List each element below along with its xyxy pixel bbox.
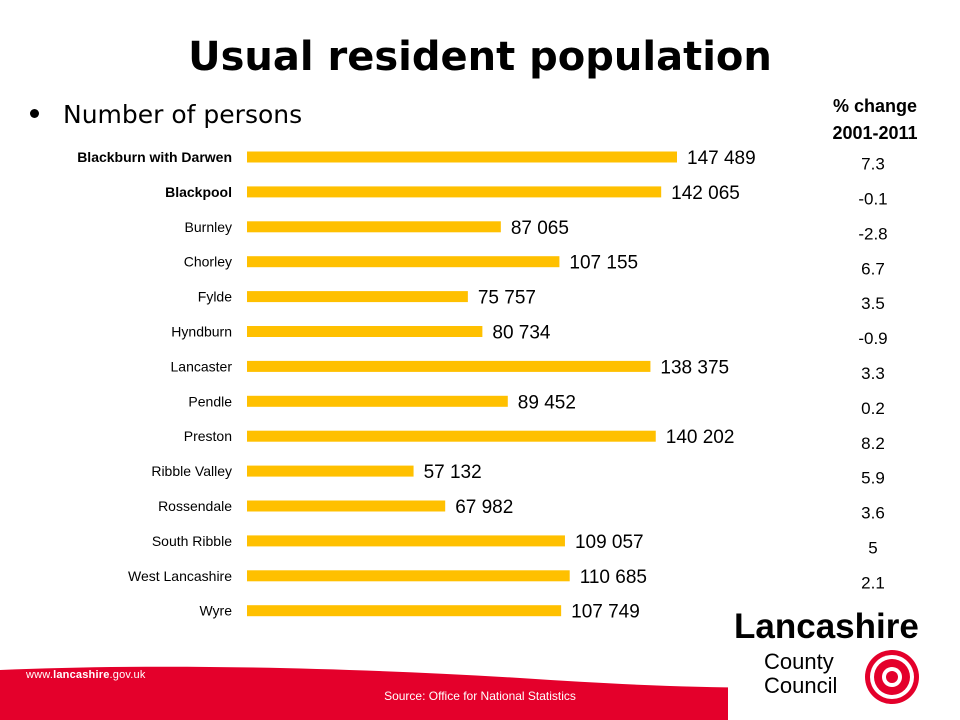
category-label: South Ribble [152,533,232,549]
footer-url-suffix: .gov.uk [109,669,146,681]
bar-value-label: 107 155 [569,253,638,274]
pct-change-value: 7.3 [861,155,885,174]
bar [247,326,483,337]
bar-value-label: 75 757 [478,288,536,309]
category-label: Rossendale [158,498,232,514]
bar-value-label: 87 065 [511,218,569,239]
bar [247,151,677,163]
pct-change-value: -0.1 [858,189,887,208]
pct-change-header-line2: 2001-2011 [832,123,918,143]
population-bar-chart: Blackburn with Darwen 147 489 7.3 Blackpool… [77,148,887,620]
category-label: Hyndburn [171,324,232,340]
pct-change-value: 3.6 [861,504,885,523]
subtitle-text: Number of persons [63,100,303,129]
pct-change-value: 5.9 [861,469,885,488]
pct-change-header: % change 2001-2011 [800,93,950,147]
logo-background [728,604,960,720]
pct-change-value: -2.8 [858,224,887,243]
category-label: Pendle [188,393,232,409]
category-label: Fylde [198,289,232,305]
bar [247,570,570,582]
pct-change-value: 5 [868,538,877,557]
bar-value-label: 147 489 [687,148,756,169]
category-label: Blackburn with Darwen [77,149,232,165]
bar-value-label: 138 375 [660,357,729,378]
bar [247,256,560,268]
pct-change-value: 3.3 [861,364,885,383]
lancashire-logo: Lancashire County Council [728,604,960,720]
footer-swoosh [0,666,960,720]
bar [247,360,651,372]
category-label: Chorley [184,254,232,270]
category-label: Lancaster [171,358,233,374]
pct-change-header-line1: % change [832,96,918,116]
pct-change-value: 0.2 [861,399,885,418]
bar-value-label: 109 057 [575,532,644,553]
category-label: Blackpool [165,184,232,200]
pct-change-value: 8.2 [861,434,885,453]
bar [247,221,501,233]
source-note: Source: Office for National Statistics [384,689,576,703]
bar-value-label: 80 734 [492,323,551,344]
bar [247,535,565,547]
bar [247,430,656,442]
category-label: Burnley [185,219,232,235]
footer-url[interactable]: www.lancashire.gov.uk [26,669,146,681]
bar-value-label: 67 982 [455,497,513,518]
pct-change-value: 3.5 [861,294,885,313]
bar [247,291,468,303]
bar-value-label: 57 132 [424,462,482,483]
logo-text-council: Council [764,673,837,698]
bar-value-label: 107 749 [571,602,640,620]
category-label: Wyre [199,603,232,619]
footer-url-prefix: www. [26,669,54,681]
bar [247,395,508,407]
red-rose-icon [865,650,919,704]
bullet-dot-icon [30,108,39,118]
bar-value-label: 89 452 [518,392,576,413]
page-title: Usual resident population [188,34,772,80]
pct-change-value: 6.7 [861,259,885,278]
logo-text-county: County [764,649,834,674]
bar-value-label: 142 065 [671,183,740,204]
bar-value-label: 140 202 [666,427,735,448]
category-label: West Lancashire [128,568,232,584]
footer-swoosh-shape [0,666,960,720]
pct-change-value: 2.1 [861,573,885,592]
logo-text-lancashire: Lancashire [734,607,919,646]
bar [247,186,662,198]
category-label: Ribble Valley [151,463,232,479]
bar [247,465,414,477]
pct-change-value: -0.9 [858,329,887,348]
subtitle-bullet: Number of persons [30,100,302,129]
category-label: Preston [184,428,232,444]
bar [247,500,446,512]
bar-value-label: 110 685 [580,567,647,588]
bar [247,605,562,617]
footer-url-bold: lancashire [53,669,110,681]
